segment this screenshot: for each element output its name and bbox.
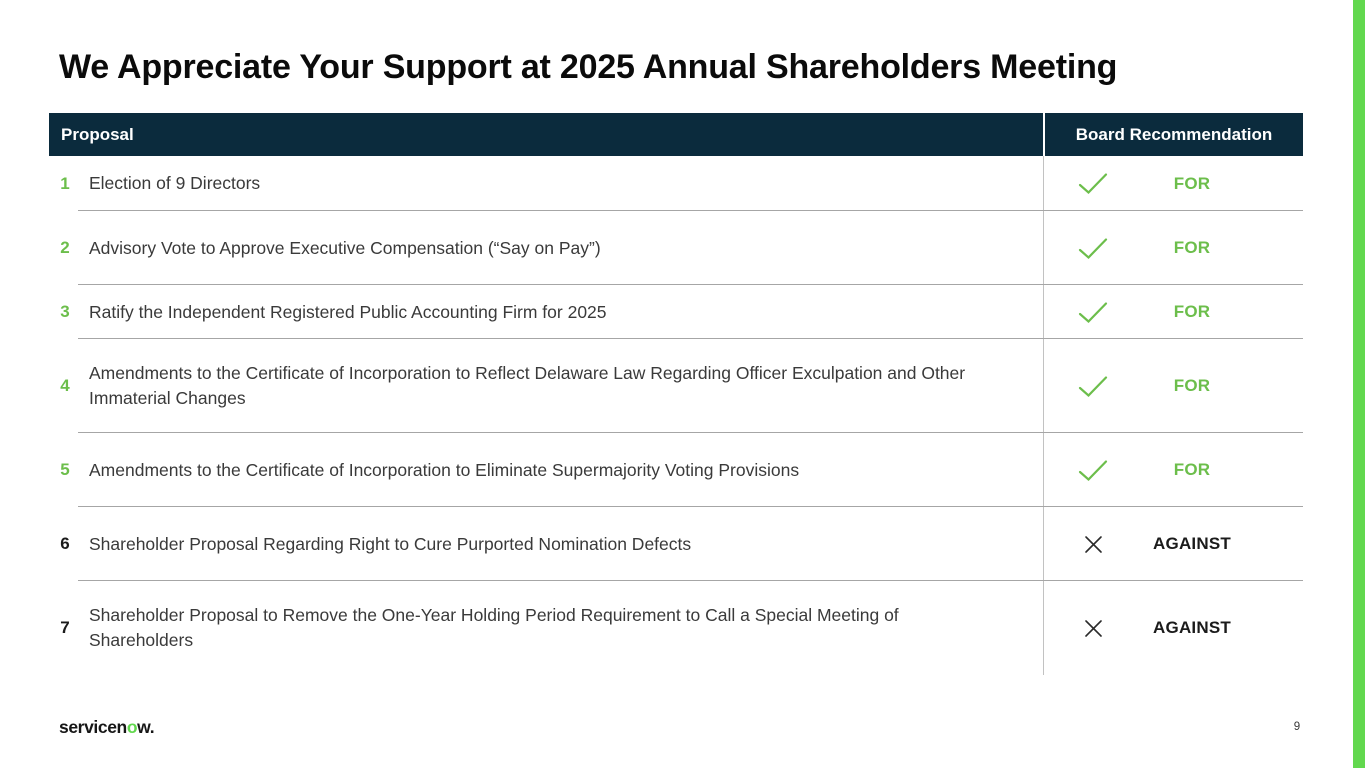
recommendation-cell: AGAINST (1043, 507, 1303, 581)
proposal-text: Amendments to the Certificate of Incorpo… (89, 363, 966, 408)
table-body: 1 Election of 9 Directors FOR 2 Advisory… (49, 156, 1303, 675)
logo-text: servicen (59, 717, 127, 737)
proposal-text: Amendments to the Certificate of Incorpo… (89, 459, 800, 480)
table-row: 5 Amendments to the Certificate of Incor… (49, 433, 1303, 507)
proposal-number: 6 (60, 534, 70, 553)
proposal-text: Ratify the Independent Registered Public… (89, 301, 607, 322)
recommendation-cell: FOR (1043, 156, 1303, 211)
logo-text-end: w. (137, 717, 155, 737)
servicenow-logo: servicenow. (59, 717, 155, 738)
proposal-number: 3 (60, 302, 70, 321)
recommendation-label: FOR (1173, 238, 1211, 257)
page-title: We Appreciate Your Support at 2025 Annua… (59, 48, 1118, 86)
proposal-number: 4 (60, 376, 70, 395)
proposal-number: 7 (60, 618, 70, 637)
recommendation-label: AGAINST (1153, 618, 1231, 637)
proposal-text: Shareholder Proposal to Remove the One-Y… (89, 605, 899, 650)
recommendation-cell: FOR (1043, 285, 1303, 339)
recommendation-label: FOR (1173, 302, 1211, 321)
recommendation-label: AGAINST (1153, 534, 1231, 553)
table-row: 7 Shareholder Proposal to Remove the One… (49, 581, 1303, 675)
proposal-number: 2 (60, 238, 70, 257)
proposal-text: Advisory Vote to Approve Executive Compe… (89, 237, 601, 258)
x-icon (1044, 535, 1142, 554)
logo-green-o: o (126, 717, 138, 737)
recommendation-cell: AGAINST (1043, 581, 1303, 675)
table-row: 2 Advisory Vote to Approve Executive Com… (49, 211, 1303, 285)
page-number: 9 (1293, 721, 1301, 733)
proposal-text: Election of 9 Directors (89, 173, 261, 194)
column-header-proposal: Proposal (61, 124, 134, 144)
recommendation-cell: FOR (1043, 433, 1303, 507)
recommendation-label: FOR (1173, 376, 1211, 395)
check-icon (1044, 301, 1142, 324)
proposal-number: 1 (60, 173, 70, 193)
x-icon (1044, 619, 1142, 638)
table-row: 4 Amendments to the Certificate of Incor… (49, 339, 1303, 433)
table-row: 3 Ratify the Independent Registered Publ… (49, 285, 1303, 339)
proposals-table: Proposal Board Recommendation 1 Election… (49, 113, 1303, 675)
table-row: 1 Election of 9 Directors FOR (49, 156, 1303, 211)
proposal-text: Shareholder Proposal Regarding Right to … (89, 533, 692, 554)
check-icon (1044, 172, 1142, 195)
recommendation-cell: FOR (1043, 339, 1303, 433)
table-header-row: Proposal Board Recommendation (49, 113, 1303, 156)
proposal-number: 5 (60, 460, 70, 479)
recommendation-label: FOR (1173, 460, 1211, 479)
right-accent-bar (1353, 0, 1365, 768)
check-icon (1044, 375, 1142, 398)
check-icon (1044, 459, 1142, 482)
recommendation-label: FOR (1173, 173, 1211, 193)
column-header-board-recommendation: Board Recommendation (1043, 113, 1303, 156)
table-row: 6 Shareholder Proposal Regarding Right t… (49, 507, 1303, 581)
check-icon (1044, 237, 1142, 260)
recommendation-cell: FOR (1043, 211, 1303, 285)
